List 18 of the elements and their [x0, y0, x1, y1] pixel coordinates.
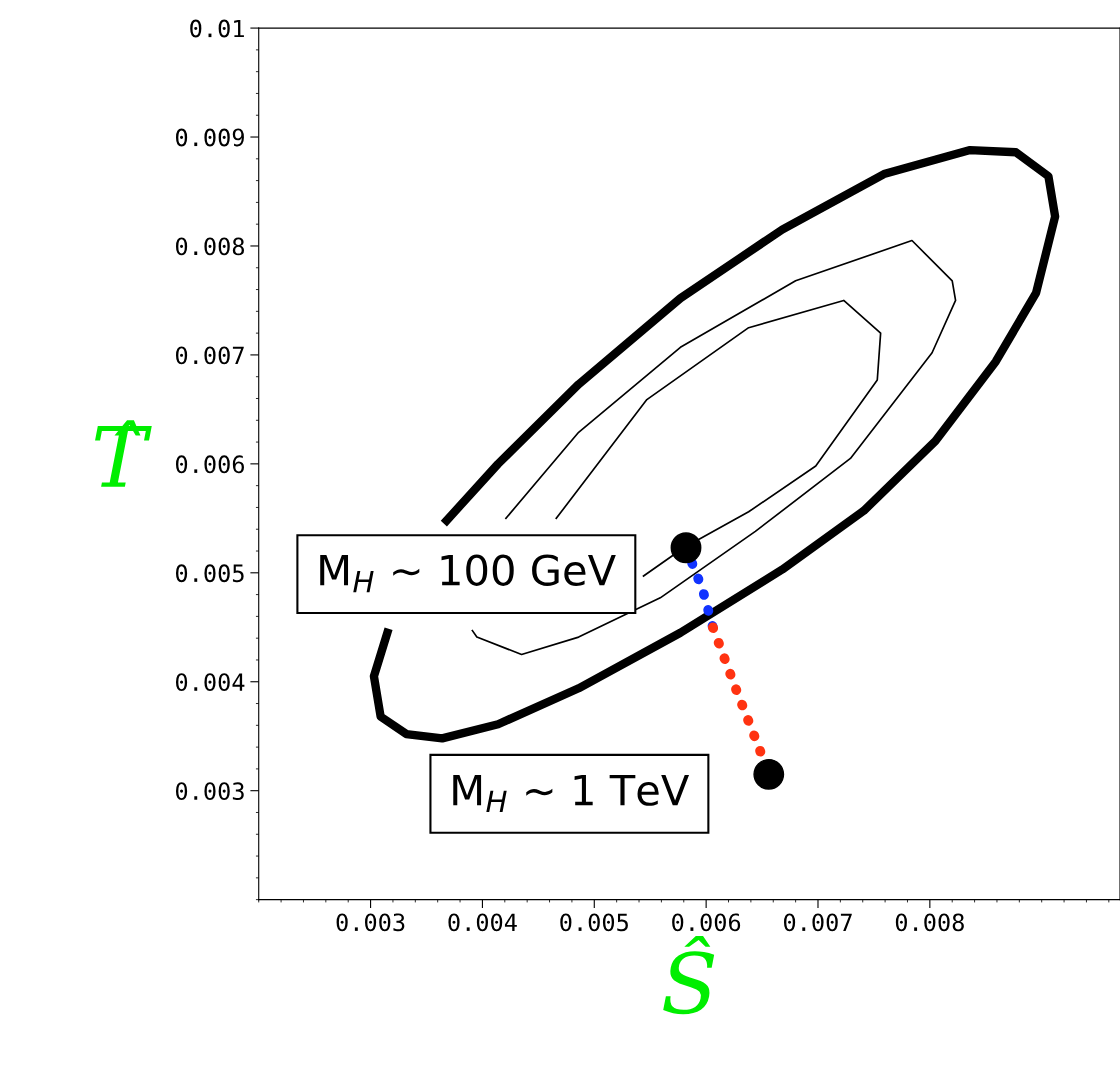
x-tick-label: 0.004 [448, 913, 517, 932]
x-axis-title: Ŝ [663, 935, 715, 1015]
y-tick-label: 0.008 [175, 237, 245, 256]
annotation: M$_{H}$ ~ 100 GeV [320, 554, 616, 593]
y-tick-label: 0.009 [175, 128, 244, 147]
x-tick-label: 0.008 [895, 913, 964, 932]
x-tick-label: 0.005 [560, 913, 628, 932]
y-axis-title: T̂ [95, 420, 152, 487]
x-tick-label: 0.006 [672, 913, 741, 932]
x-tick-label: 0.003 [336, 913, 405, 932]
y-tick-label: 0.004 [175, 673, 245, 692]
y-tick-label: 0.006 [175, 455, 244, 474]
annotation: M$_{H}$ ~ 1 TeV [453, 774, 690, 813]
y-tick-label: 0.007 [175, 346, 244, 365]
y-tick-label: 0.003 [175, 782, 244, 801]
x-tick-label: 0.007 [783, 913, 852, 932]
y-tick-label: 0.005 [175, 564, 244, 583]
y-tick-label: 0.01 [190, 19, 244, 38]
